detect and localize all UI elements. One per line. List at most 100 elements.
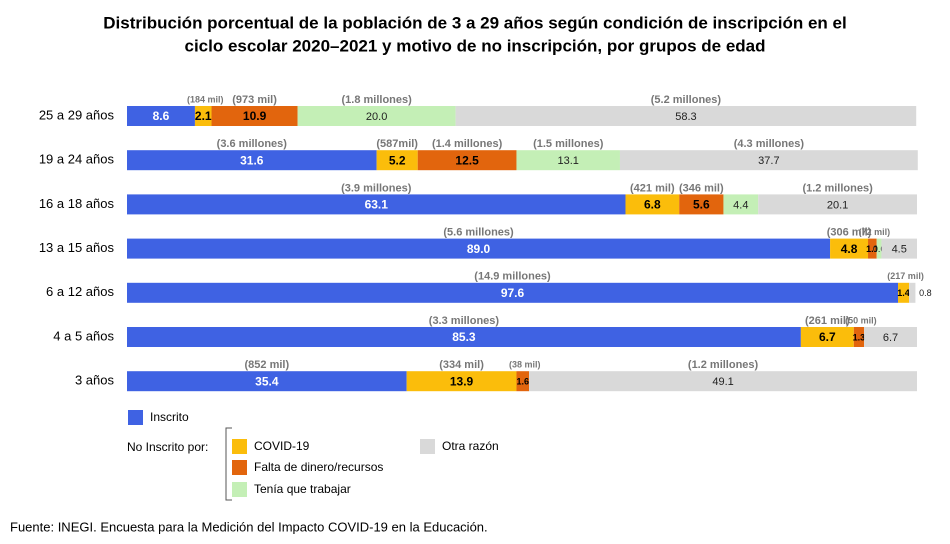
- value-label: 97.6: [501, 286, 525, 300]
- value-label: 4.5: [892, 244, 907, 256]
- bar-segment: [417, 150, 517, 171]
- value-label: 6.8: [644, 198, 661, 212]
- bar-segment: [876, 238, 882, 259]
- chart-title: Distribución porcentual de la población …: [103, 13, 846, 32]
- count-label: (4.3 millones): [734, 138, 805, 150]
- legend-group-label: No Inscrito por:: [127, 440, 208, 454]
- value-label: 5.6: [693, 198, 710, 212]
- legend-label: Inscrito: [150, 410, 189, 424]
- count-label: (261 mil): [805, 315, 850, 327]
- count-label: (50 mil): [845, 315, 877, 325]
- legend-swatch: [420, 439, 435, 454]
- value-label: 31.6: [240, 153, 264, 167]
- value-label: 2.1: [195, 109, 212, 123]
- bar-segment: [619, 150, 918, 171]
- bar-segment: [516, 150, 620, 171]
- value-label: 1.4: [897, 288, 910, 298]
- y-tick-label: 4 a 5 años: [53, 328, 114, 343]
- y-tick-label: 3 años: [75, 373, 115, 388]
- value-label: 1.6: [517, 377, 530, 387]
- count-label: (852 mil): [245, 359, 290, 371]
- y-tick-label: 13 a 15 años: [39, 240, 115, 255]
- y-tick-label: 16 a 18 años: [39, 196, 115, 211]
- y-tick-label: 19 a 24 años: [39, 152, 115, 167]
- value-label: 6.7: [819, 330, 836, 344]
- value-label: 6.7: [883, 332, 898, 344]
- bar-segment: [127, 371, 407, 392]
- bar-segment: [723, 194, 759, 215]
- value-label: 89.0: [467, 242, 491, 256]
- value-label: 4.4: [733, 199, 748, 211]
- count-label: (3.3 millones): [429, 315, 500, 327]
- value-label: 20.1: [827, 199, 848, 211]
- count-label: (1.2 millones): [688, 359, 759, 371]
- bar-segment: [406, 371, 517, 392]
- bar-segment: [529, 371, 917, 392]
- count-label: (184 mil): [187, 94, 224, 104]
- value-label: 0.8: [919, 288, 932, 298]
- bar-segment: [376, 150, 418, 171]
- bar-segment: [127, 238, 831, 259]
- count-label: (973 mil): [232, 94, 277, 106]
- legend-label: COVID-19: [254, 439, 310, 453]
- value-label: 35.4: [255, 374, 279, 388]
- count-label: (5.6 millones): [443, 227, 514, 239]
- value-label: 63.1: [365, 198, 389, 212]
- count-label: (3.6 millones): [217, 138, 288, 150]
- bar-segment: [127, 106, 195, 126]
- bar-segment: [127, 327, 801, 347]
- value-label: 20.0: [366, 111, 387, 123]
- bar-segment: [127, 194, 626, 215]
- count-label: (1.8 millones): [341, 94, 412, 106]
- value-label: 13.1: [558, 155, 579, 167]
- count-label: (1.5 millones): [533, 138, 604, 150]
- count-label: (306 mil): [827, 227, 872, 239]
- value-label: 1.1: [866, 244, 879, 254]
- bar-segment: [881, 238, 917, 259]
- bar-segment: [194, 106, 212, 126]
- value-label: 8.6: [153, 109, 170, 123]
- bar-segment: [868, 238, 877, 259]
- chart-title: ciclo escolar 2020–2021 y motivo de no i…: [184, 36, 765, 55]
- bar-segment: [516, 371, 530, 392]
- bar-segment: [679, 194, 724, 215]
- bar-segment: [211, 106, 298, 126]
- bar-segment: [455, 106, 917, 126]
- value-label: 1.3: [853, 332, 866, 342]
- legend-label: Tenía que trabajar: [254, 482, 351, 496]
- legend-swatch: [232, 482, 247, 497]
- count-label: (3.9 millones): [341, 182, 412, 194]
- legend-label: Otra razón: [442, 439, 499, 453]
- count-label: (38 mil): [509, 360, 541, 370]
- legend-bracket: [225, 427, 232, 501]
- bar-segment: [800, 327, 854, 347]
- legend-swatch: [232, 460, 247, 475]
- legend-swatch: [232, 439, 247, 454]
- value-label: 49.1: [712, 376, 733, 388]
- bar-segment: [127, 282, 899, 303]
- y-tick-label: 25 a 29 años: [39, 107, 115, 122]
- legend-label: Falta de dinero/recursos: [254, 460, 383, 474]
- value-label: 10.9: [243, 109, 267, 123]
- value-label: 4.8: [841, 242, 858, 256]
- bar-segment: [864, 327, 917, 347]
- bar-segment: [909, 282, 916, 303]
- count-label: (587mil): [376, 138, 418, 150]
- value-label: 58.3: [675, 111, 696, 123]
- count-label: (334 mil): [439, 359, 484, 371]
- count-label: (217 mil): [887, 271, 924, 281]
- bar-segment: [853, 327, 865, 347]
- count-label: (1.2 millones): [802, 182, 873, 194]
- bar-segment: [625, 194, 680, 215]
- bar-segment: [758, 194, 917, 215]
- legend-swatch: [128, 410, 143, 425]
- count-label: (421 mil): [630, 182, 675, 194]
- count-label: (346 mil): [679, 182, 724, 194]
- value-label: 0.6: [873, 244, 886, 254]
- count-label: (1.4 millones): [432, 138, 503, 150]
- bar-segment: [830, 238, 869, 259]
- bar-segment: [297, 106, 456, 126]
- value-label: 13.9: [450, 374, 474, 388]
- bar-segment: [898, 282, 910, 303]
